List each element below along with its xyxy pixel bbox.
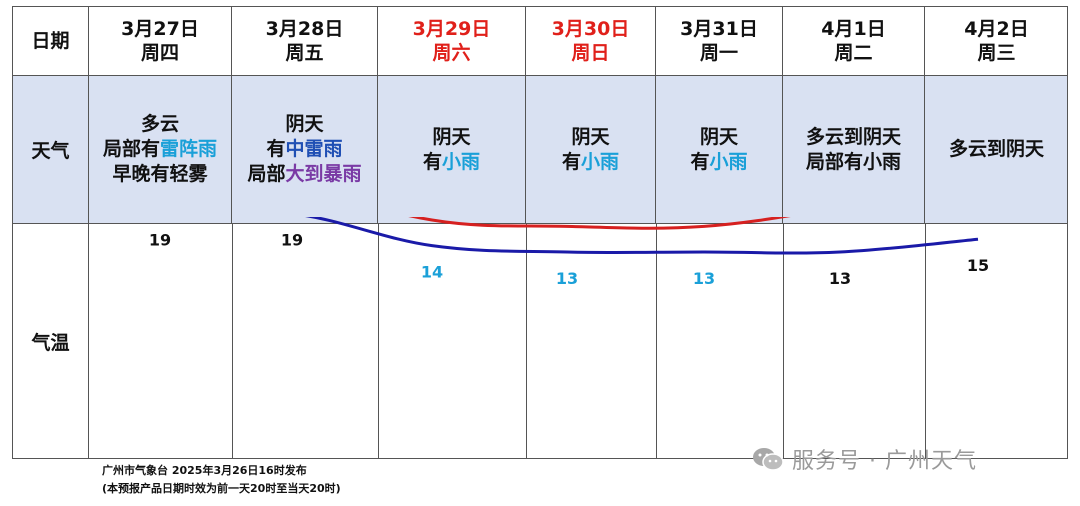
- weather-label: 天气: [31, 140, 70, 162]
- date-text: 3月29日: [412, 18, 491, 40]
- watermark-text: 服务号 · 广州天气: [792, 449, 977, 474]
- low-temp-label: 13: [829, 269, 851, 288]
- column-divider: [925, 224, 926, 459]
- wechat-icon: [753, 448, 784, 471]
- low-temp-label: 13: [556, 269, 578, 288]
- weather-text: 早晚有轻雾: [112, 163, 208, 185]
- low-temp-line: [304, 217, 979, 255]
- weather-line: 阴天: [285, 112, 323, 137]
- column-divider: [656, 224, 657, 459]
- weather-text: 小雨: [581, 150, 620, 173]
- low-temp-label: 13: [693, 269, 715, 288]
- weather-cell: 阴天 有小雨: [526, 75, 656, 224]
- footer-issuer: 广州市气象台 2025年3月26日16时发布: [102, 464, 307, 477]
- weather-text: 多云到阴天: [948, 138, 1044, 160]
- temperature-chart: 3124181717202419191413131315: [149, 217, 989, 288]
- temperature-label: 气温: [31, 332, 70, 354]
- row-label-date: 日期: [13, 7, 89, 75]
- watermark: 服务号 · 广州天气: [752, 443, 977, 475]
- weather-cell: 阴天 有小雨: [378, 75, 526, 224]
- weather-line: 有小雨: [690, 150, 747, 175]
- weather-text: 局部有: [102, 138, 160, 160]
- date-cell: 3月30日 周日: [526, 7, 656, 75]
- weather-line: 有中雷雨: [266, 137, 342, 162]
- forecast-table: 日期 3月27日 周四 3月28日 周五 3月29日 周六 3月30日 周日 3月31日 周一 4月…: [12, 6, 1068, 459]
- weather-line: 阴天: [700, 125, 738, 150]
- weather-text: 雷阵雨: [160, 138, 218, 160]
- weather-line: 多云: [141, 112, 179, 137]
- weather-text: 有: [266, 138, 286, 160]
- weather-text: 大到暴雨: [285, 163, 362, 185]
- weather-line: 多云到阴天: [806, 125, 901, 150]
- low-temp-label: 14: [421, 263, 443, 282]
- column-divider: [232, 224, 233, 459]
- low-temp-label: 19: [281, 231, 303, 250]
- weather-line: 有小雨: [423, 150, 480, 175]
- weather-line: 局部有雷阵雨: [103, 137, 217, 162]
- date-text: 3月27日: [121, 18, 199, 40]
- date-text: 4月1日: [821, 18, 886, 40]
- low-temp-label: 15: [967, 256, 989, 275]
- date-cell: 3月27日 周四: [89, 7, 232, 75]
- row-label-temperature: 气温: [13, 224, 89, 459]
- weekday-text: 周三: [977, 42, 1016, 64]
- weekday-text: 周二: [834, 42, 873, 64]
- row-label-weather: 天气: [13, 75, 89, 224]
- weather-row: [13, 75, 1067, 224]
- column-divider: [526, 224, 527, 459]
- date-text: 3月28日: [265, 18, 344, 40]
- weather-cell: 多云到阴天: [925, 75, 1068, 224]
- weather-text: 小雨: [709, 150, 748, 173]
- weather-text: 小雨: [442, 150, 481, 173]
- weather-line: 阴天: [571, 125, 609, 150]
- weather-text: 阴天: [571, 125, 610, 148]
- weather-line: 局部有小雨: [806, 150, 901, 175]
- date-label: 日期: [31, 30, 70, 52]
- weekday-text: 周日: [571, 42, 610, 64]
- weather-text: 中雷雨: [285, 138, 343, 160]
- high-temp-line: [408, 217, 791, 230]
- date-text: 3月30日: [551, 18, 630, 40]
- column-divider: [378, 224, 379, 459]
- date-cell: 3月29日 周六: [378, 7, 526, 75]
- weekday-text: 周五: [285, 42, 324, 64]
- weather-line: 阴天: [432, 125, 470, 150]
- footer-note: (本预报产品日期时效为前一天20时至当天20时): [102, 482, 341, 495]
- date-cell: 4月1日 周二: [783, 7, 925, 75]
- weather-text: 阴天: [285, 113, 324, 135]
- weather-text: 局部: [247, 163, 286, 185]
- weather-cell: 多云到阴天 局部有小雨: [783, 75, 925, 224]
- weather-text: 有: [690, 150, 710, 173]
- date-text: 4月2日: [964, 18, 1029, 40]
- weather-text: 多云到阴天: [805, 125, 901, 148]
- column-divider: [783, 224, 784, 459]
- date-cell: 3月31日 周一: [656, 7, 783, 75]
- weekday-text: 周一: [699, 42, 738, 64]
- weather-cell: 阴天 有小雨: [656, 75, 783, 224]
- weather-line: 多云到阴天: [949, 137, 1044, 162]
- weekday-text: 周四: [140, 42, 179, 64]
- weather-cell: 多云 局部有雷阵雨 早晚有轻雾: [89, 75, 232, 224]
- low-temp-label: 19: [149, 231, 171, 250]
- weather-text: 有: [561, 150, 581, 173]
- weather-text: 有: [422, 150, 442, 173]
- weekday-text: 周六: [432, 42, 471, 64]
- weather-text: 多云: [140, 113, 179, 135]
- weather-cell: 阴天 有中雷雨 局部大到暴雨: [232, 75, 378, 224]
- date-text: 3月31日: [680, 18, 758, 40]
- weather-line: 早晚有轻雾: [112, 162, 207, 187]
- weather-line: 有小雨: [562, 150, 619, 175]
- weather-text: 局部有小雨: [805, 150, 901, 173]
- weather-text: 阴天: [699, 125, 738, 148]
- date-cell: 4月2日 周三: [925, 7, 1068, 75]
- date-cell: 3月28日 周五: [232, 7, 378, 75]
- weather-line: 局部大到暴雨: [247, 162, 361, 187]
- weather-text: 阴天: [432, 125, 471, 148]
